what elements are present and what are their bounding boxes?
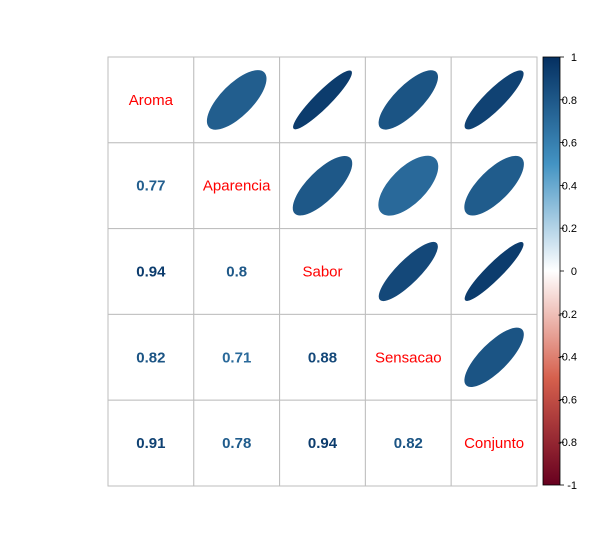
- grid-cell: [279, 313, 366, 401]
- correlation-ellipse: [464, 327, 524, 387]
- grid-cell: [193, 313, 281, 401]
- colorbar-tick-label: -0.2: [558, 309, 577, 321]
- correlation-ellipse: [378, 155, 439, 216]
- colorbar-tick-label: 1: [571, 52, 577, 64]
- correlation-value: 0.88: [308, 349, 337, 366]
- colorbar-tick-label: 0.6: [562, 138, 577, 150]
- correlation-ellipse: [206, 70, 267, 130]
- correlation-ellipse: [464, 242, 524, 301]
- correlation-ellipse: [464, 155, 524, 216]
- grid-cell: [279, 399, 366, 487]
- correlation-ellipse: [292, 155, 353, 216]
- colorbar-tick-label: 0.4: [562, 180, 577, 192]
- correlation-ellipse: [378, 70, 438, 130]
- grid-cell: [107, 56, 195, 144]
- variable-label: Aparencia: [203, 178, 271, 195]
- variable-label: Conjunto: [464, 435, 524, 452]
- correlation-value: 0.94: [308, 435, 338, 452]
- colorbar-tick-label: -0.4: [558, 352, 577, 364]
- correlation-ellipse: [464, 70, 524, 130]
- grid-cell: [107, 313, 195, 401]
- correlation-value: 0.77: [136, 178, 165, 195]
- colorbar-tick-label: 0: [571, 266, 577, 278]
- correlation-value: 0.82: [136, 349, 165, 366]
- grid-cell: [279, 228, 366, 315]
- colorbar-tick-label: 0.8: [562, 95, 577, 107]
- grid-cell: [364, 399, 452, 487]
- grid-cell: [364, 313, 452, 401]
- grid-cell: [450, 399, 538, 487]
- grid-cell: [193, 228, 281, 315]
- colorbar-tick-label: -1: [567, 480, 577, 492]
- correlation-value: 0.82: [394, 435, 423, 452]
- correlation-value: 0.8: [226, 264, 247, 281]
- grid-cell: [107, 228, 195, 315]
- colorbar-tick-label: 0.2: [562, 223, 577, 235]
- correlation-value: 0.71: [222, 349, 251, 366]
- colorbar-tick-label: -0.8: [558, 437, 577, 449]
- correlation-ellipse: [293, 70, 352, 130]
- grid-cell: [107, 142, 195, 230]
- grid-cell: [107, 399, 195, 487]
- variable-label: Sabor: [302, 264, 342, 281]
- correlation-value: 0.94: [136, 264, 166, 281]
- colorbar: [542, 56, 561, 486]
- correlation-value: 0.78: [222, 435, 251, 452]
- correlation-ellipse: [378, 241, 438, 302]
- variable-label: Aroma: [129, 92, 174, 109]
- correlation-value: 0.91: [136, 435, 165, 452]
- colorbar-tick-label: -0.6: [558, 394, 577, 406]
- variable-label: Sensacao: [375, 349, 442, 366]
